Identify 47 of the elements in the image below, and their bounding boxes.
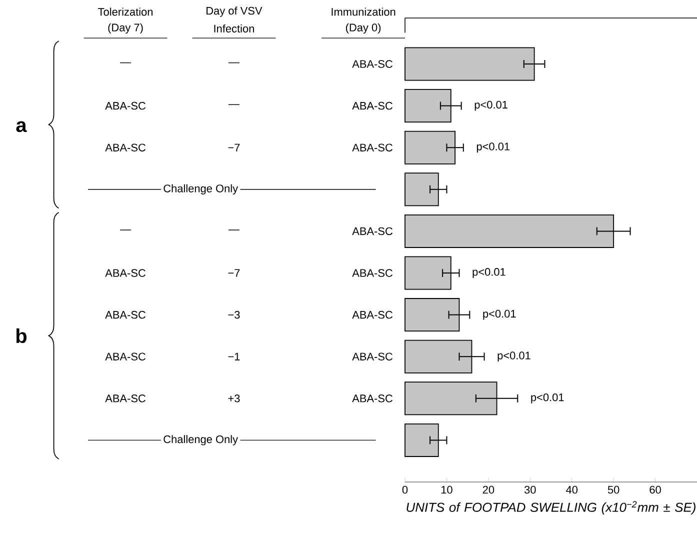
text: −7 [228,144,240,152]
x-tick-label: 60 [650,486,661,494]
data-label: p<0.01 [531,393,564,404]
y-tick-label: ABA-SC [352,310,392,319]
x-tick-label: 50 [608,486,620,494]
text: ABA-SC [105,394,146,402]
text: Tolerization [98,8,153,16]
text: Infection [214,24,254,32]
x-axis-title: UNITS of FOOTPAD SWELLING (x10$^{−2}$mm ± SE) [406,501,696,514]
text: −3 [228,310,240,319]
y-tick-label: ABA-SC [352,227,392,236]
x-tick-label: 30 [524,486,536,494]
text: a [16,121,27,132]
text: — [228,104,240,105]
data-label: p<0.01 [472,268,506,278]
x-tick-label: 20 [482,486,494,494]
y-tick-label: ABA-SC [352,102,392,110]
text: b [16,328,26,344]
x-tick-label: 0 [402,486,408,494]
bar [404,382,498,416]
text: Challenge Only [164,184,238,194]
text: ABA-SC [105,102,146,110]
text: Day of VSV [206,6,262,17]
y-tick-label: ABA-SC [352,60,392,68]
y-tick-label: ABA-SC [352,352,392,360]
x-tick-label: 10 [441,486,452,494]
text: +3 [228,394,240,402]
x-tick-label: 40 [566,486,578,494]
text: Immunization [332,8,396,16]
data-label: p<0.01 [476,142,510,153]
text: Challenge Only [164,435,238,446]
y-tick-label: ABA-SC [352,144,392,152]
text: −7 [228,269,240,277]
data-label: p<0.01 [483,310,516,320]
text: −1 [228,352,240,360]
text: ABA-SC [105,310,146,319]
text: — [120,62,131,64]
data-label: p<0.01 [474,100,508,111]
text: ABA-SC [105,269,146,277]
y-tick-label: ABA-SC [352,394,392,402]
text: (Day 0) [346,23,381,34]
y-tick-label: ABA-SC [352,269,392,277]
text: — [228,62,240,64]
text: ABA-SC [105,352,146,360]
text: ABA-SC [105,144,146,152]
text: (Day 7) [108,23,143,34]
data-label: p<0.01 [498,352,530,362]
